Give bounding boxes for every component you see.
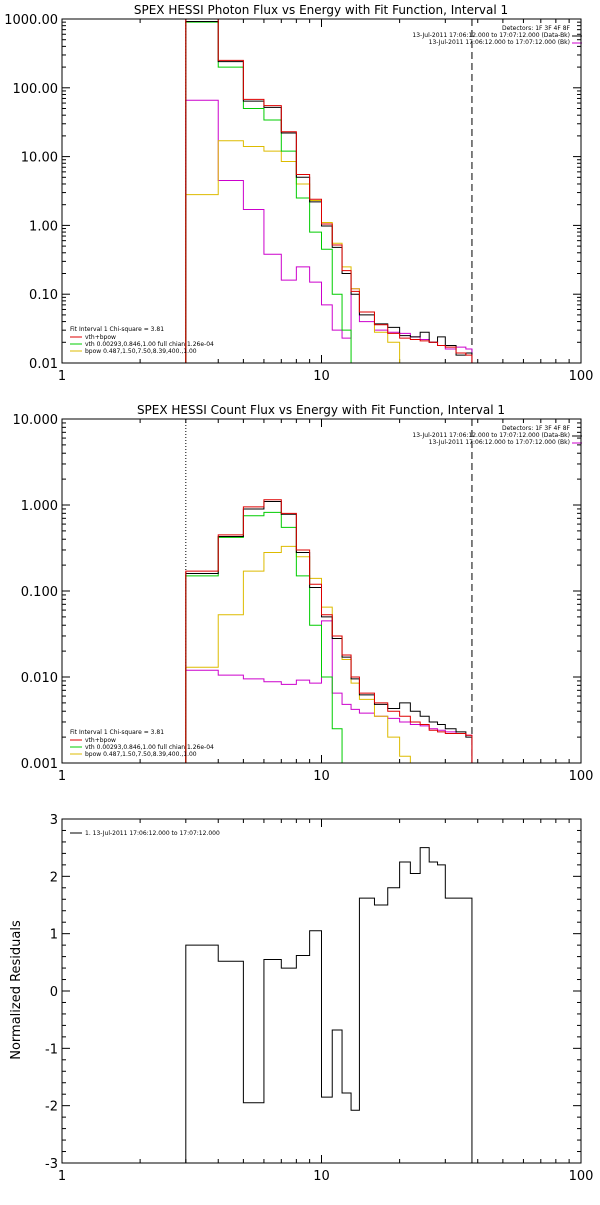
count-series-bpow-line: [185, 545, 421, 763]
count-series-data-line: [185, 500, 473, 763]
count-legend-vth-label: vth 0.00293,0.846,1.00 full chian 1.26e-…: [85, 744, 214, 751]
x-tick-label: 1: [58, 1169, 66, 1184]
x-tick-label: 100: [569, 769, 594, 784]
residuals-y-axis-label: Normalized Residuals: [9, 920, 24, 1060]
photon-flux-title: SPEX HESSI Photon Flux vs Energy with Fi…: [134, 3, 508, 17]
x-tick-label: 1: [58, 369, 66, 384]
y-tick-label: 10.00: [21, 151, 58, 166]
count-fit-interval-text: Fit Interval 1 Chi-square = 3.81: [70, 729, 164, 736]
photon-interval-bk-text: 13-Jul-2011 17:06:12.000 to 17:07:12.000…: [429, 39, 570, 46]
y-tick-label: -1: [45, 1042, 58, 1057]
y-tick-label: -2: [45, 1100, 58, 1115]
y-tick-label: 0.010: [21, 671, 58, 686]
photon-series-background-line: [185, 99, 473, 363]
y-tick-label: 0.001: [21, 757, 58, 772]
photon-detectors-text: Detectors: 1F 3F 4F 8F: [502, 25, 571, 32]
x-tick-label: 10: [313, 369, 330, 384]
photon-legend-bpow-label: bpow 0.487,1.50,7.50,8.39,400.,1.00: [85, 348, 197, 355]
x-tick-label: 10: [313, 769, 330, 784]
y-tick-label: 1.000: [21, 499, 58, 514]
residuals-panel: Normalized Residuals 1 10 100 -3 -2 -1 0 1 2 3 1.…: [9, 813, 593, 1184]
count-interval-bk-text: 13-Jul-2011 17:06:12.000 to 17:07:12.000…: [429, 439, 570, 446]
count-plot-frame: [61, 418, 582, 764]
x-tick-label: 100: [569, 1169, 594, 1184]
photon-interval-data-text: 13-Jul-2011 17:06:12.000 to 17:07:12.000…: [412, 32, 570, 39]
count-detectors-text: Detectors: 1F 3F 4F 8F: [502, 425, 571, 432]
y-tick-label: 0.01: [29, 357, 58, 372]
y-tick-label: 1.00: [29, 219, 58, 234]
count-flux-panel: SPEX HESSI Count Flux vs Energy with Fit…: [13, 403, 594, 784]
residual-series-data-line: [185, 847, 473, 1163]
residuals-legend-label: 1. 13-Jul-2011 17:06:12.000 to 17:07:12.…: [85, 830, 220, 837]
photon-series-data-line: [185, 20, 473, 363]
count-series-background-line: [185, 620, 473, 763]
photon-series-fit-line: [185, 19, 473, 363]
x-tick-label: 100: [569, 369, 594, 384]
y-tick-label: 3: [50, 813, 58, 828]
y-tick-label: 2: [50, 870, 58, 885]
y-tick-label: 10.000: [13, 413, 59, 428]
count-flux-title: SPEX HESSI Count Flux vs Energy with Fit…: [137, 403, 505, 417]
photon-series-bpow-line: [185, 140, 411, 363]
photon-series-vth-line: [185, 21, 360, 363]
photon-plot-frame: [61, 18, 582, 364]
count-series-fit-line: [185, 499, 473, 763]
photon-legend-fit-label: vth+bpow: [85, 334, 116, 341]
x-tick-label: 10: [313, 1169, 330, 1184]
y-tick-label: 1: [50, 928, 58, 943]
y-tick-label: 0.100: [21, 585, 58, 600]
y-tick-label: 0.10: [29, 288, 58, 303]
x-tick-label: 1: [58, 769, 66, 784]
count-legend-bpow-label: bpow 0.487,1.50,7.50,8.39,400.,1.00: [85, 751, 197, 758]
count-legend-fit-label: vth+bpow: [85, 737, 116, 744]
y-tick-label: 100.00: [13, 82, 59, 97]
photon-legend-vth-label: vth 0.00293,0.846,1.00 full chian 1.26e-…: [85, 341, 214, 348]
residuals-plot-frame: [61, 818, 582, 1164]
y-tick-label: 0: [50, 985, 58, 1000]
y-tick-label: -3: [45, 1157, 58, 1172]
photon-flux-panel: SPEX HESSI Photon Flux vs Energy with Fi…: [4, 3, 593, 384]
count-interval-data-text: 13-Jul-2011 17:06:12.000 to 17:07:12.000…: [412, 432, 570, 439]
photon-fit-interval-text: Fit Interval 1 Chi-square = 3.81: [70, 326, 164, 333]
y-tick-label: 1000.00: [4, 13, 58, 28]
count-series-vth-line: [185, 511, 352, 763]
